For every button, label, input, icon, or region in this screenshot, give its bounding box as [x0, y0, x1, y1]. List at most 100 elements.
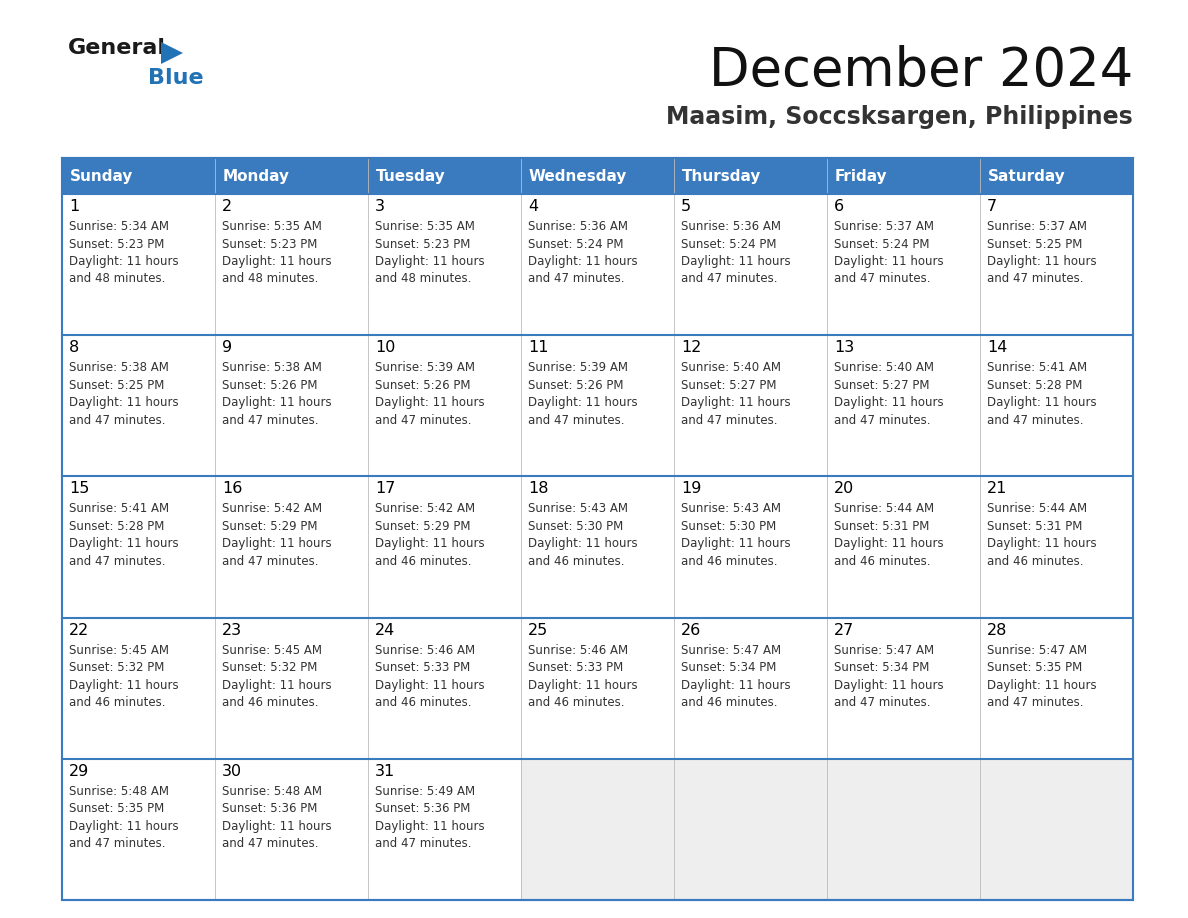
Text: 11: 11	[527, 341, 549, 355]
Bar	[827, 335, 980, 476]
Bar	[215, 194, 368, 335]
Text: 12: 12	[681, 341, 701, 355]
Text: Sunrise: 5:39 AM
Sunset: 5:26 PM
Daylight: 11 hours
and 47 minutes.: Sunrise: 5:39 AM Sunset: 5:26 PM Dayligh…	[527, 361, 638, 427]
Bar	[62, 759, 215, 900]
Text: December 2024: December 2024	[709, 45, 1133, 97]
Text: Sunrise: 5:40 AM
Sunset: 5:27 PM
Daylight: 11 hours
and 47 minutes.: Sunrise: 5:40 AM Sunset: 5:27 PM Dayligh…	[834, 361, 943, 427]
Bar	[674, 158, 827, 194]
Bar	[215, 158, 368, 194]
Text: 17: 17	[375, 481, 396, 497]
Text: Sunrise: 5:37 AM
Sunset: 5:25 PM
Daylight: 11 hours
and 47 minutes.: Sunrise: 5:37 AM Sunset: 5:25 PM Dayligh…	[987, 220, 1097, 285]
Bar	[368, 618, 522, 759]
Bar	[980, 335, 1133, 476]
Bar	[215, 618, 368, 759]
Bar	[980, 194, 1133, 335]
Text: Sunrise: 5:36 AM
Sunset: 5:24 PM
Daylight: 11 hours
and 47 minutes.: Sunrise: 5:36 AM Sunset: 5:24 PM Dayligh…	[527, 220, 638, 285]
Text: 9: 9	[222, 341, 232, 355]
Bar	[522, 335, 674, 476]
Bar	[62, 158, 215, 194]
Text: 24: 24	[375, 622, 396, 638]
Bar	[674, 335, 827, 476]
Text: Sunrise: 5:43 AM
Sunset: 5:30 PM
Daylight: 11 hours
and 46 minutes.: Sunrise: 5:43 AM Sunset: 5:30 PM Dayligh…	[681, 502, 791, 568]
Bar	[62, 194, 215, 335]
Text: 10: 10	[375, 341, 396, 355]
Text: Sunrise: 5:42 AM
Sunset: 5:29 PM
Daylight: 11 hours
and 46 minutes.: Sunrise: 5:42 AM Sunset: 5:29 PM Dayligh…	[375, 502, 485, 568]
Text: 22: 22	[69, 622, 89, 638]
Bar	[522, 618, 674, 759]
Text: Sunrise: 5:48 AM
Sunset: 5:35 PM
Daylight: 11 hours
and 47 minutes.: Sunrise: 5:48 AM Sunset: 5:35 PM Dayligh…	[69, 785, 178, 850]
Text: 18: 18	[527, 481, 549, 497]
Bar	[980, 759, 1133, 900]
Text: 8: 8	[69, 341, 80, 355]
Text: Monday: Monday	[223, 169, 290, 184]
Polygon shape	[162, 42, 183, 64]
Bar	[827, 194, 980, 335]
Text: 29: 29	[69, 764, 89, 778]
Bar	[368, 194, 522, 335]
Text: Sunrise: 5:45 AM
Sunset: 5:32 PM
Daylight: 11 hours
and 46 minutes.: Sunrise: 5:45 AM Sunset: 5:32 PM Dayligh…	[69, 644, 178, 709]
Bar	[522, 158, 674, 194]
Text: Sunrise: 5:47 AM
Sunset: 5:34 PM
Daylight: 11 hours
and 47 minutes.: Sunrise: 5:47 AM Sunset: 5:34 PM Dayligh…	[834, 644, 943, 709]
Bar	[827, 158, 980, 194]
Text: Sunrise: 5:35 AM
Sunset: 5:23 PM
Daylight: 11 hours
and 48 minutes.: Sunrise: 5:35 AM Sunset: 5:23 PM Dayligh…	[375, 220, 485, 285]
Text: Sunrise: 5:47 AM
Sunset: 5:34 PM
Daylight: 11 hours
and 46 minutes.: Sunrise: 5:47 AM Sunset: 5:34 PM Dayligh…	[681, 644, 791, 709]
Text: 20: 20	[834, 481, 854, 497]
Text: Sunrise: 5:38 AM
Sunset: 5:26 PM
Daylight: 11 hours
and 47 minutes.: Sunrise: 5:38 AM Sunset: 5:26 PM Dayligh…	[222, 361, 331, 427]
Text: 25: 25	[527, 622, 548, 638]
Bar	[827, 476, 980, 618]
Text: Friday: Friday	[835, 169, 887, 184]
Bar	[827, 759, 980, 900]
Bar	[674, 194, 827, 335]
Text: Sunrise: 5:46 AM
Sunset: 5:33 PM
Daylight: 11 hours
and 46 minutes.: Sunrise: 5:46 AM Sunset: 5:33 PM Dayligh…	[375, 644, 485, 709]
Text: 6: 6	[834, 199, 845, 214]
Bar	[980, 476, 1133, 618]
Bar	[368, 158, 522, 194]
Text: Sunrise: 5:44 AM
Sunset: 5:31 PM
Daylight: 11 hours
and 46 minutes.: Sunrise: 5:44 AM Sunset: 5:31 PM Dayligh…	[987, 502, 1097, 568]
Text: Sunrise: 5:38 AM
Sunset: 5:25 PM
Daylight: 11 hours
and 47 minutes.: Sunrise: 5:38 AM Sunset: 5:25 PM Dayligh…	[69, 361, 178, 427]
Text: Sunrise: 5:41 AM
Sunset: 5:28 PM
Daylight: 11 hours
and 47 minutes.: Sunrise: 5:41 AM Sunset: 5:28 PM Dayligh…	[987, 361, 1097, 427]
Bar	[522, 759, 674, 900]
Bar	[62, 158, 1133, 900]
Text: Blue: Blue	[148, 68, 203, 88]
Text: 4: 4	[527, 199, 538, 214]
Text: Sunrise: 5:43 AM
Sunset: 5:30 PM
Daylight: 11 hours
and 46 minutes.: Sunrise: 5:43 AM Sunset: 5:30 PM Dayligh…	[527, 502, 638, 568]
Text: Thursday: Thursday	[682, 169, 762, 184]
Text: 2: 2	[222, 199, 232, 214]
Text: 14: 14	[987, 341, 1007, 355]
Text: 7: 7	[987, 199, 997, 214]
Text: 21: 21	[987, 481, 1007, 497]
Text: 5: 5	[681, 199, 691, 214]
Bar	[62, 618, 215, 759]
Text: Sunrise: 5:48 AM
Sunset: 5:36 PM
Daylight: 11 hours
and 47 minutes.: Sunrise: 5:48 AM Sunset: 5:36 PM Dayligh…	[222, 785, 331, 850]
Text: Sunrise: 5:34 AM
Sunset: 5:23 PM
Daylight: 11 hours
and 48 minutes.: Sunrise: 5:34 AM Sunset: 5:23 PM Dayligh…	[69, 220, 178, 285]
Bar	[674, 476, 827, 618]
Bar	[674, 618, 827, 759]
Bar	[215, 476, 368, 618]
Text: Saturday: Saturday	[988, 169, 1066, 184]
Bar	[215, 335, 368, 476]
Text: 1: 1	[69, 199, 80, 214]
Text: Sunrise: 5:37 AM
Sunset: 5:24 PM
Daylight: 11 hours
and 47 minutes.: Sunrise: 5:37 AM Sunset: 5:24 PM Dayligh…	[834, 220, 943, 285]
Bar	[368, 335, 522, 476]
Bar	[215, 759, 368, 900]
Text: Sunrise: 5:35 AM
Sunset: 5:23 PM
Daylight: 11 hours
and 48 minutes.: Sunrise: 5:35 AM Sunset: 5:23 PM Dayligh…	[222, 220, 331, 285]
Text: 3: 3	[375, 199, 385, 214]
Text: Sunrise: 5:42 AM
Sunset: 5:29 PM
Daylight: 11 hours
and 47 minutes.: Sunrise: 5:42 AM Sunset: 5:29 PM Dayligh…	[222, 502, 331, 568]
Bar	[674, 759, 827, 900]
Text: Sunrise: 5:40 AM
Sunset: 5:27 PM
Daylight: 11 hours
and 47 minutes.: Sunrise: 5:40 AM Sunset: 5:27 PM Dayligh…	[681, 361, 791, 427]
Text: 15: 15	[69, 481, 89, 497]
Bar	[522, 476, 674, 618]
Text: Sunrise: 5:47 AM
Sunset: 5:35 PM
Daylight: 11 hours
and 47 minutes.: Sunrise: 5:47 AM Sunset: 5:35 PM Dayligh…	[987, 644, 1097, 709]
Text: General: General	[68, 38, 166, 58]
Text: 23: 23	[222, 622, 242, 638]
Text: Sunday: Sunday	[70, 169, 133, 184]
Text: 27: 27	[834, 622, 854, 638]
Bar	[522, 194, 674, 335]
Text: 31: 31	[375, 764, 396, 778]
Text: Sunrise: 5:44 AM
Sunset: 5:31 PM
Daylight: 11 hours
and 46 minutes.: Sunrise: 5:44 AM Sunset: 5:31 PM Dayligh…	[834, 502, 943, 568]
Bar	[827, 618, 980, 759]
Bar	[980, 158, 1133, 194]
Text: 26: 26	[681, 622, 701, 638]
Bar	[368, 759, 522, 900]
Text: 30: 30	[222, 764, 242, 778]
